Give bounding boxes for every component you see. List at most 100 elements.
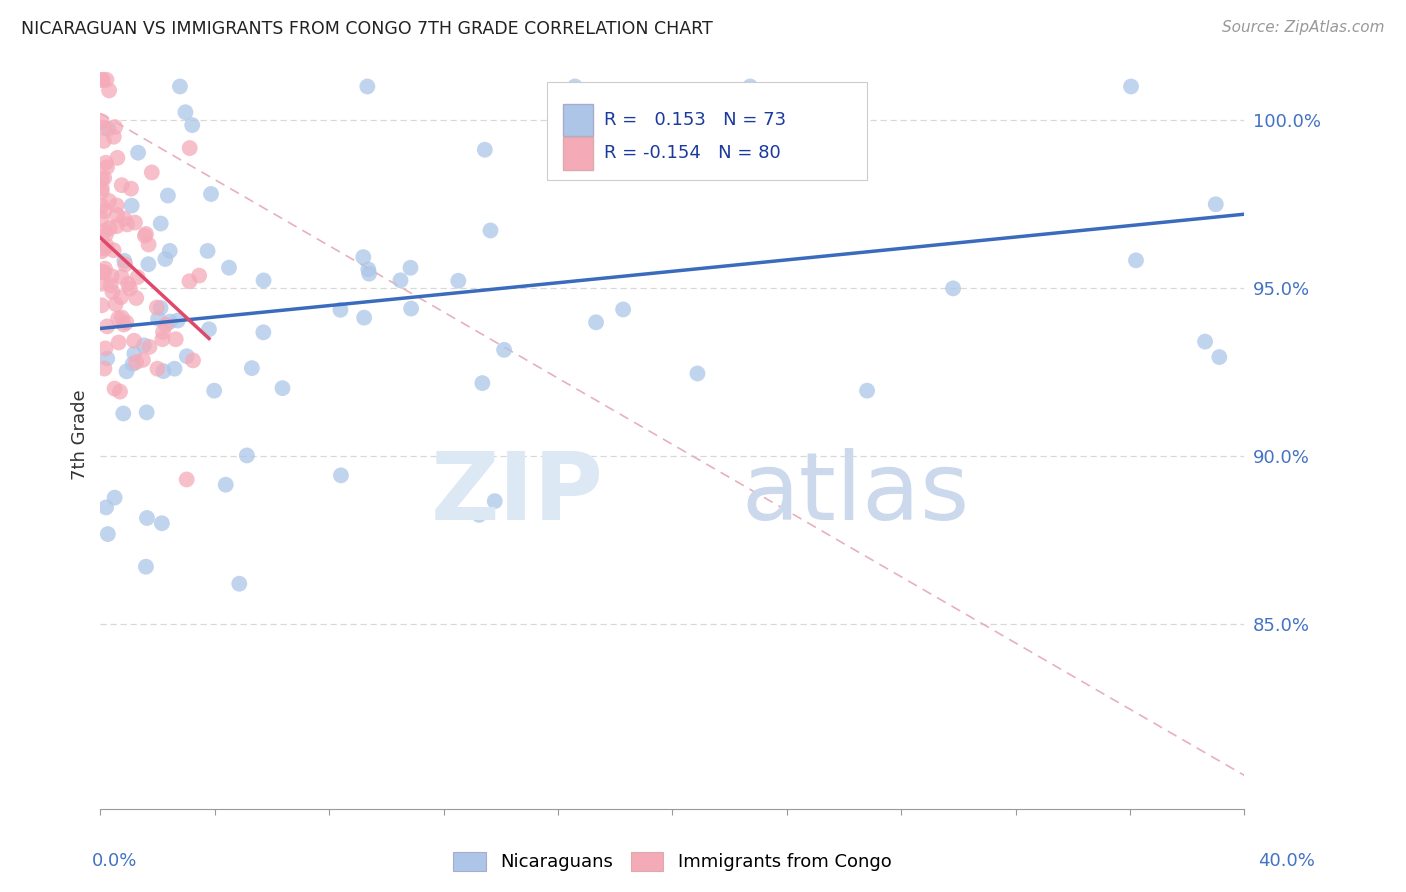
Point	[98, 221, 121, 235]
Point	[484, 494, 506, 508]
Point	[135, 559, 157, 574]
Point	[105, 208, 128, 222]
Text: Source: ZipAtlas.com: Source: ZipAtlas.com	[1222, 20, 1385, 35]
Point	[329, 302, 352, 317]
Point	[112, 407, 135, 421]
Point	[90, 185, 112, 199]
Point	[740, 79, 762, 94]
Point	[96, 160, 118, 174]
Point	[112, 211, 135, 226]
Point	[1194, 334, 1216, 349]
Point	[132, 338, 155, 352]
Point	[215, 477, 238, 491]
Point	[96, 351, 118, 366]
Point	[104, 120, 127, 134]
Text: 40.0%: 40.0%	[1258, 852, 1315, 870]
Point	[96, 72, 118, 87]
Point	[94, 227, 117, 242]
Point	[352, 250, 374, 264]
Point	[471, 376, 494, 390]
Point	[612, 302, 634, 317]
Point	[1208, 350, 1230, 364]
Point	[271, 381, 294, 395]
Point	[198, 322, 221, 336]
Point	[200, 186, 222, 201]
Point	[166, 313, 188, 327]
Text: R = -0.154   N = 80: R = -0.154 N = 80	[603, 145, 780, 162]
Point	[98, 83, 121, 97]
Text: ZIP: ZIP	[430, 449, 603, 541]
Point	[107, 311, 129, 326]
Point	[112, 318, 135, 332]
Point	[107, 335, 129, 350]
Point	[96, 319, 118, 334]
Point	[93, 134, 115, 148]
Point	[136, 511, 159, 525]
Point	[100, 269, 122, 284]
Point	[353, 310, 375, 325]
FancyBboxPatch shape	[562, 136, 593, 169]
Point	[127, 145, 149, 160]
Point	[356, 79, 378, 94]
Point	[103, 382, 125, 396]
Point	[90, 172, 112, 186]
Point	[94, 500, 117, 515]
Point	[252, 326, 274, 340]
FancyBboxPatch shape	[562, 103, 593, 136]
Point	[90, 199, 112, 213]
Point	[100, 278, 122, 293]
Point	[115, 364, 138, 378]
Point	[399, 301, 422, 316]
Point	[942, 281, 965, 295]
Point	[93, 242, 115, 256]
Point	[94, 155, 117, 169]
Point	[118, 281, 141, 295]
Legend: Nicaraguans, Immigrants from Congo: Nicaraguans, Immigrants from Congo	[446, 845, 898, 879]
Point	[94, 342, 117, 356]
Point	[114, 258, 136, 272]
Point	[179, 274, 201, 288]
Point	[125, 355, 148, 369]
Point	[121, 357, 143, 371]
Point	[93, 361, 115, 376]
Point	[121, 199, 143, 213]
Point	[97, 121, 120, 136]
Point	[138, 340, 160, 354]
Point	[188, 268, 211, 283]
Point	[127, 270, 149, 285]
Point	[181, 353, 204, 368]
Point	[252, 273, 274, 287]
Point	[152, 364, 174, 378]
Point	[115, 315, 138, 329]
Point	[149, 217, 172, 231]
Point	[138, 257, 160, 271]
Point	[146, 311, 169, 326]
Point	[103, 244, 125, 258]
Point	[141, 165, 163, 179]
FancyBboxPatch shape	[547, 82, 868, 179]
Point	[117, 277, 139, 291]
Point	[108, 384, 131, 399]
Point	[132, 352, 155, 367]
Point	[97, 527, 120, 541]
Point	[124, 215, 146, 229]
Point	[134, 228, 156, 243]
Point	[159, 315, 181, 329]
Point	[150, 516, 173, 531]
Point	[179, 141, 201, 155]
Point	[90, 181, 112, 195]
Point	[149, 301, 172, 315]
Point	[90, 244, 112, 259]
Point	[90, 114, 112, 128]
Point	[105, 198, 128, 212]
Point	[110, 290, 132, 304]
Point	[90, 298, 112, 312]
Point	[176, 349, 198, 363]
Point	[145, 301, 167, 315]
Point	[156, 188, 179, 202]
Point	[240, 361, 263, 376]
Point	[135, 405, 157, 419]
Point	[105, 219, 128, 234]
Point	[91, 72, 114, 87]
Point	[90, 73, 112, 87]
